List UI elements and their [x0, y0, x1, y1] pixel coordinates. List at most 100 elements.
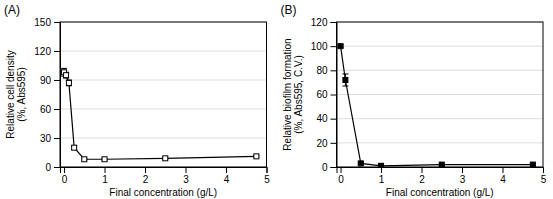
tick-mark: [331, 143, 337, 144]
tick: 20: [316, 138, 336, 149]
grid-line: [337, 94, 544, 95]
tick: 100: [311, 41, 337, 52]
grid-line: [60, 138, 267, 139]
data-point: [163, 156, 168, 161]
tick-label: 100: [311, 41, 328, 52]
tick-mark: [503, 167, 504, 173]
tick-mark: [543, 167, 544, 173]
data-line: [64, 72, 256, 159]
tick-mark: [105, 167, 106, 173]
tick: 60: [40, 104, 60, 115]
grid-line: [337, 70, 544, 71]
tick: 3: [460, 167, 466, 185]
data-point: [66, 80, 71, 85]
data-point: [64, 73, 69, 78]
tick: 3: [183, 167, 189, 185]
tick-label: 5: [264, 174, 270, 185]
tick-mark: [54, 51, 60, 52]
panel: 0123450306090120150Final concentration (…: [4, 3, 270, 198]
tick-mark: [145, 167, 146, 173]
tick: 0: [322, 162, 337, 173]
tick-mark: [54, 109, 60, 110]
tick: 1: [102, 167, 108, 185]
tick-label: 1: [379, 174, 385, 185]
tick-label: 4: [224, 174, 230, 185]
tick-mark: [54, 80, 60, 81]
grid-line: [337, 118, 544, 119]
tick-mark: [267, 167, 268, 173]
y-axis: 020406080100120: [311, 17, 337, 173]
tick-mark: [54, 138, 60, 139]
tick-label: 5: [541, 174, 547, 185]
tick-mark: [331, 46, 337, 47]
data-point: [379, 163, 384, 167]
tick-label: 2: [419, 174, 425, 185]
tick-label: 0: [338, 174, 344, 185]
tick: 120: [34, 46, 60, 57]
tick: 30: [40, 133, 60, 144]
y-axis: 0306090120150: [34, 17, 60, 173]
data-point: [530, 162, 535, 167]
error-bar: [71, 146, 77, 150]
tick: 0: [62, 167, 68, 185]
tick-label: 20: [316, 138, 328, 149]
tick-label: 4: [500, 174, 506, 185]
tick: 4: [500, 167, 506, 185]
tick-label: 2: [143, 174, 149, 185]
tick-mark: [186, 167, 187, 173]
tick-label: 3: [460, 174, 466, 185]
tick-mark: [341, 167, 342, 173]
marks: [61, 68, 259, 161]
data-point: [439, 162, 444, 167]
x-axis: 0 1 2 3 4 5: [61, 167, 271, 185]
x-axis-title: Final concentration (g/L): [109, 187, 217, 198]
x-axis: 0 1 2 3 4 5: [337, 167, 547, 185]
tick-label: 30: [40, 133, 52, 144]
axis-line: [337, 168, 544, 174]
grid-line: [60, 109, 267, 110]
tick: 2: [143, 167, 149, 185]
error-bar: [66, 80, 72, 86]
y-axis-title-line: (%, Abs595): [16, 67, 27, 121]
y-axis-title-line: Relative biofilm formation: [282, 38, 293, 150]
panel-label: (A): [4, 3, 20, 17]
tick-mark: [331, 95, 337, 96]
error-bar: [63, 72, 69, 78]
grid-line: [60, 80, 267, 81]
y-axis-title-line: Relative cell density: [5, 50, 16, 138]
axis-line: [331, 23, 338, 168]
panel: 012345020406080100120Final concentration…: [281, 3, 547, 198]
tick: 0: [45, 162, 60, 173]
axis-line: [61, 168, 268, 174]
grid-line: [337, 46, 544, 47]
error-bar: [342, 74, 348, 86]
tick-label: 80: [316, 65, 328, 76]
tick-label: 1: [102, 174, 108, 185]
tick-label: 3: [183, 174, 189, 185]
tick-label: 0: [322, 162, 328, 173]
tick-mark: [226, 167, 227, 173]
plot-frame: [60, 22, 267, 167]
tick-mark: [462, 167, 463, 173]
panel-label: (B): [281, 3, 297, 17]
tick-label: 40: [316, 113, 328, 124]
data-point: [72, 145, 77, 150]
chart-svg: 0123450306090120150Final concentration (…: [0, 0, 553, 199]
tick-label: 120: [34, 46, 51, 57]
tick-mark: [54, 22, 60, 23]
tick: 80: [316, 65, 336, 76]
y-axis-title-line: (%, Abs595, C.V.): [293, 55, 304, 134]
tick: 2: [419, 167, 425, 185]
tick-mark: [381, 167, 382, 173]
data-point: [102, 157, 107, 162]
tick-label: 0: [62, 174, 68, 185]
grid: [337, 22, 544, 167]
tick-mark: [64, 167, 65, 173]
tick-label: 120: [311, 17, 328, 28]
marks: [338, 44, 536, 167]
grid: [60, 22, 267, 167]
tick-mark: [331, 119, 337, 120]
tick-mark: [331, 22, 337, 23]
x-axis-title: Final concentration (g/L): [386, 187, 494, 198]
tick-mark: [331, 167, 337, 168]
